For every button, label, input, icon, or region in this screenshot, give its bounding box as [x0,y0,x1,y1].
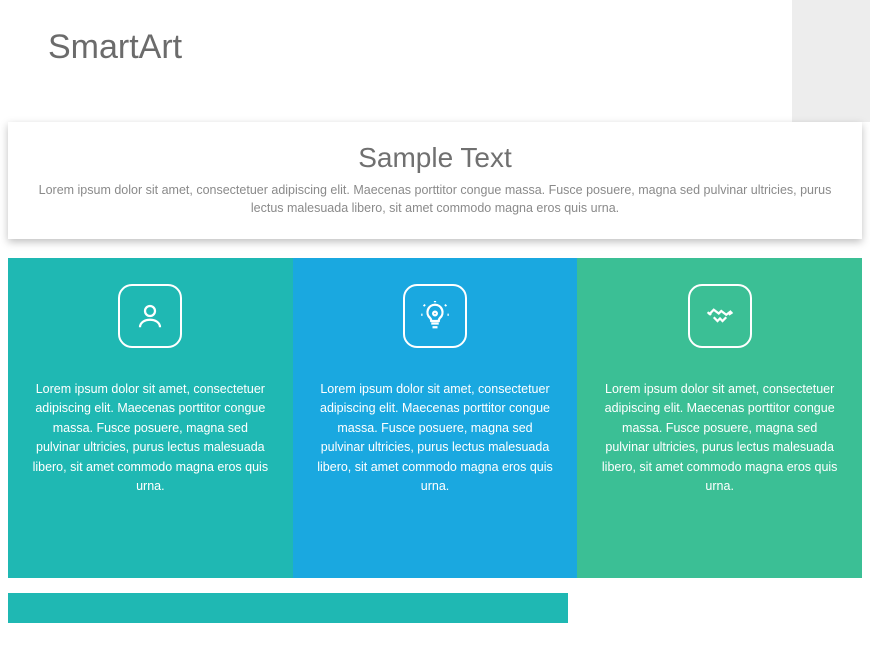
sample-title: Sample Text [26,142,844,174]
column-2: Lorem ipsum dolor sit amet, consectetuer… [293,258,578,578]
sample-body: Lorem ipsum dolor sit amet, consectetuer… [26,182,844,217]
smartart-columns: Lorem ipsum dolor sit amet, consectetuer… [8,258,862,578]
person-icon [118,284,182,348]
page-title: SmartArt [48,28,182,67]
sample-text-card: Sample Text Lorem ipsum dolor sit amet, … [8,122,862,239]
column-2-text: Lorem ipsum dolor sit amet, consectetuer… [315,380,556,496]
column-1: Lorem ipsum dolor sit amet, consectetuer… [8,258,293,578]
handshake-icon [688,284,752,348]
column-3-text: Lorem ipsum dolor sit amet, consectetuer… [599,380,840,496]
column-1-text: Lorem ipsum dolor sit amet, consectetuer… [30,380,271,496]
column-3: Lorem ipsum dolor sit amet, consectetuer… [577,258,862,578]
lightbulb-icon [403,284,467,348]
footer-accent-bar [8,593,568,623]
decorative-corner-block [792,0,870,122]
